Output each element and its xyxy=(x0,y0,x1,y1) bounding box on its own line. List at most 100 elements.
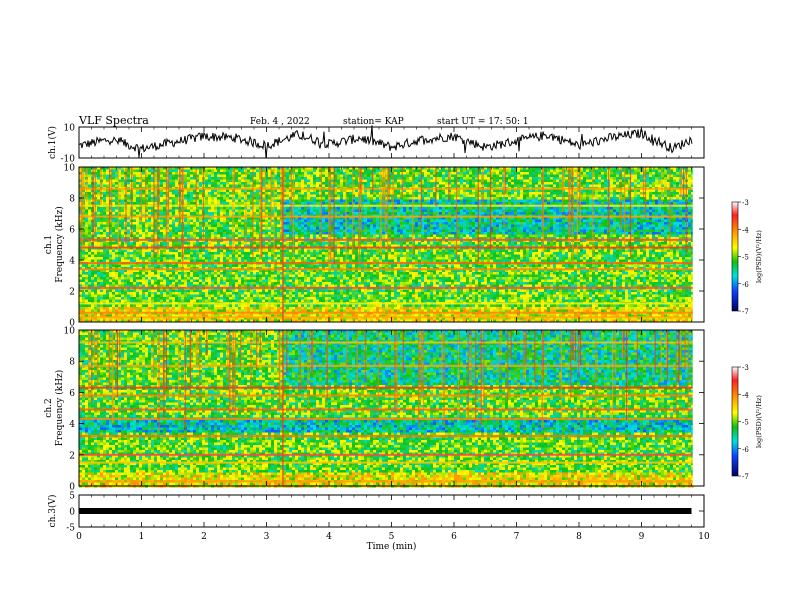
spectrogram-cell xyxy=(127,224,130,228)
spectrogram-cell xyxy=(304,319,307,323)
spectrogram-cell xyxy=(274,194,277,198)
spectrogram-cell xyxy=(130,309,133,313)
spectrogram-cell xyxy=(202,274,205,278)
spectrogram-cell xyxy=(250,244,253,248)
spectrogram-cell xyxy=(187,272,190,275)
spectrogram-cell xyxy=(262,249,265,253)
spectrogram-cell xyxy=(88,237,91,240)
spectrogram-cell xyxy=(133,299,136,303)
spectrogram-cell xyxy=(229,229,232,233)
spectrogram-cell xyxy=(238,172,241,175)
spectrogram-cell xyxy=(154,179,157,183)
spectrogram-cell xyxy=(304,259,307,263)
spectrogram-cell xyxy=(184,179,187,183)
spectrogram-cell xyxy=(184,257,187,260)
spectrogram-cell xyxy=(133,194,136,198)
spectrogram-cell xyxy=(226,264,229,268)
spectrogram-cell xyxy=(307,259,310,263)
spectrogram-cell xyxy=(202,307,205,310)
spectrogram-cell xyxy=(286,282,289,285)
spectrogram-cell xyxy=(268,319,271,323)
spectrogram-cell xyxy=(88,234,91,238)
spectrogram-cell xyxy=(226,174,229,178)
spectrogram-cell xyxy=(280,319,283,323)
spectrogram-cell xyxy=(184,272,187,275)
spectrogram-cell xyxy=(208,242,211,245)
spectrogram-cell xyxy=(91,307,94,310)
spectrogram-cell xyxy=(298,217,301,220)
spectrogram-cell xyxy=(253,297,256,300)
spectrogram-cell xyxy=(166,252,169,255)
spectrogram-cell xyxy=(115,282,118,285)
spectrogram-cell xyxy=(133,172,136,175)
spectrogram-cell xyxy=(103,289,106,293)
spectrogram-cell xyxy=(295,244,298,248)
spectrogram-cell xyxy=(226,194,229,198)
spectrogram-cell xyxy=(118,232,121,235)
spectrogram-cell xyxy=(82,222,85,225)
spectrogram-cell xyxy=(247,249,250,253)
spectrogram-cell xyxy=(88,294,91,298)
spectrogram-cell xyxy=(88,252,91,255)
spectrogram-cell xyxy=(274,309,277,313)
spectrogram-cell xyxy=(127,319,130,323)
spectrogram-cell xyxy=(112,184,115,188)
spectrogram-cell xyxy=(133,169,136,173)
spectrogram-cell xyxy=(298,227,301,230)
spectrogram-cell xyxy=(142,234,145,238)
spectrogram-cell xyxy=(127,194,130,198)
spectrogram-cell xyxy=(142,209,145,213)
spectrogram-cell xyxy=(79,199,82,203)
spectrogram-cell xyxy=(247,297,250,300)
spectrogram-cell xyxy=(148,264,151,268)
spectrogram-cell xyxy=(226,307,229,310)
spectrogram-cell xyxy=(151,177,154,180)
spectrogram-cell xyxy=(274,172,277,175)
spectrogram-cell xyxy=(262,232,265,235)
spectrogram-cell xyxy=(154,292,157,295)
spectrogram-cell xyxy=(151,167,154,170)
spectrogram-cell xyxy=(187,244,190,248)
spectrogram-cell xyxy=(235,249,238,253)
spectrogram-cell xyxy=(313,202,316,205)
spectrogram-cell xyxy=(280,257,283,260)
spectrogram-cell xyxy=(190,307,193,310)
spectrogram-cell xyxy=(232,274,235,278)
spectrogram-cell xyxy=(298,224,301,228)
spectrogram-cell xyxy=(286,232,289,235)
spectrogram-cell xyxy=(79,169,82,173)
spectrogram-cell xyxy=(79,244,82,248)
spectrogram-cell xyxy=(193,219,196,223)
spectrogram-cell xyxy=(205,319,208,323)
spectrogram-cell xyxy=(286,199,289,203)
spectrogram-cell xyxy=(196,292,199,295)
spectrogram-cell xyxy=(205,169,208,173)
spectrogram-cell xyxy=(202,309,205,313)
spectrogram-cell xyxy=(280,279,283,283)
spectrogram-cell xyxy=(190,199,193,203)
spectrogram-cell xyxy=(199,282,202,285)
spectrogram-cell xyxy=(259,269,262,273)
spectrogram-cell xyxy=(250,299,253,303)
spectrogram-cell xyxy=(79,249,82,253)
spectrogram-cell xyxy=(256,297,259,300)
spectrogram-cell xyxy=(196,189,199,193)
spectrogram-cell xyxy=(241,189,244,193)
spectrogram-cell xyxy=(145,184,148,188)
spectrogram-cell xyxy=(232,319,235,323)
spectrogram-cell xyxy=(199,242,202,245)
spectrogram-cell xyxy=(271,234,274,238)
spectrogram-cell xyxy=(166,304,169,308)
spectrogram-cell xyxy=(97,299,100,303)
spectrogram-cell xyxy=(190,184,193,188)
spectrogram-cell xyxy=(127,272,130,275)
spectrogram-cell xyxy=(196,304,199,308)
spectrogram-cell xyxy=(238,227,241,230)
spectrogram-cell xyxy=(289,274,292,278)
spectrogram-cell xyxy=(124,289,127,293)
spectrogram-cell xyxy=(109,254,112,258)
spectrogram-cell xyxy=(286,184,289,188)
spectrogram-cell xyxy=(139,169,142,173)
spectrogram-cell xyxy=(265,274,268,278)
spectrogram-cell xyxy=(184,277,187,280)
